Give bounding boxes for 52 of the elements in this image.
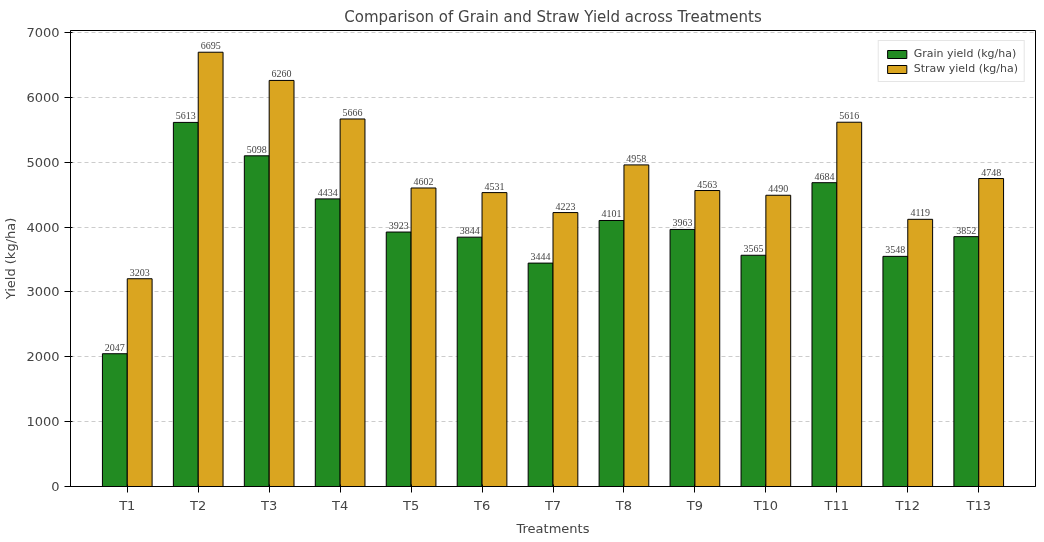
data-label: 6260 — [271, 68, 292, 80]
y-tick-label: 4000 — [26, 219, 60, 235]
y-tick-label: 1000 — [26, 414, 60, 430]
data-label: 3963 — [672, 217, 693, 229]
x-tick-label: T3 — [260, 497, 278, 513]
legend-label: Grain yield (kg/ha) — [913, 47, 1017, 60]
x-tick-label: T8 — [614, 497, 633, 513]
data-label: 3444 — [530, 251, 551, 263]
data-label: 4490 — [768, 183, 789, 195]
y-axis-title: Yield (kg/ha) — [3, 217, 19, 301]
data-label: 5666 — [342, 106, 363, 118]
data-label: 4119 — [910, 207, 931, 219]
data-label: 4958 — [626, 152, 647, 164]
y-tick-label: 3000 — [26, 284, 60, 300]
data-label: 4602 — [413, 175, 434, 187]
data-label: 4434 — [317, 186, 338, 198]
data-label: 4748 — [981, 166, 1002, 178]
data-label: 3548 — [885, 244, 906, 256]
data-label: 5616 — [839, 110, 860, 122]
data-label: 5613 — [175, 110, 196, 122]
x-tick-label: T9 — [685, 497, 704, 513]
legend-label: Straw yield (kg/ha) — [913, 62, 1018, 75]
x-tick-label: T5 — [401, 497, 420, 513]
data-label: 6695 — [200, 40, 221, 52]
x-tick-label: T11 — [823, 497, 850, 513]
y-tick-label: 7000 — [26, 24, 60, 40]
data-label: 4684 — [814, 170, 835, 182]
data-label: 3923 — [388, 220, 409, 232]
x-tick-label: T7 — [543, 497, 562, 513]
data-label: 5098 — [246, 143, 267, 155]
data-label: 3565 — [743, 243, 764, 255]
y-tick-label: 5000 — [26, 154, 60, 170]
data-label: 3844 — [459, 225, 480, 237]
x-tick-label: T12 — [894, 497, 921, 513]
y-tick-label: 2000 — [26, 349, 60, 365]
data-label: 4563 — [697, 178, 718, 190]
x-tick-label: T2 — [189, 497, 207, 513]
x-axis-title: Treatments — [515, 520, 590, 536]
data-label: 3203 — [129, 266, 150, 278]
data-label: 4531 — [484, 180, 505, 192]
x-tick-label: T1 — [118, 497, 136, 513]
y-tick-label: 6000 — [26, 89, 60, 105]
x-tick-label: T6 — [472, 497, 491, 513]
data-label: 3852 — [956, 224, 977, 236]
data-label: 2047 — [104, 341, 125, 353]
x-tick-label: T10 — [752, 497, 779, 513]
x-tick-label: T13 — [965, 497, 991, 513]
data-label: 4101 — [601, 208, 622, 220]
chart-title: Comparison of Grain and Straw Yield across Treatments — [344, 7, 762, 26]
x-tick-label: T4 — [331, 497, 349, 513]
data-label: 4223 — [555, 200, 576, 212]
y-tick-label: 0 — [51, 479, 60, 494]
